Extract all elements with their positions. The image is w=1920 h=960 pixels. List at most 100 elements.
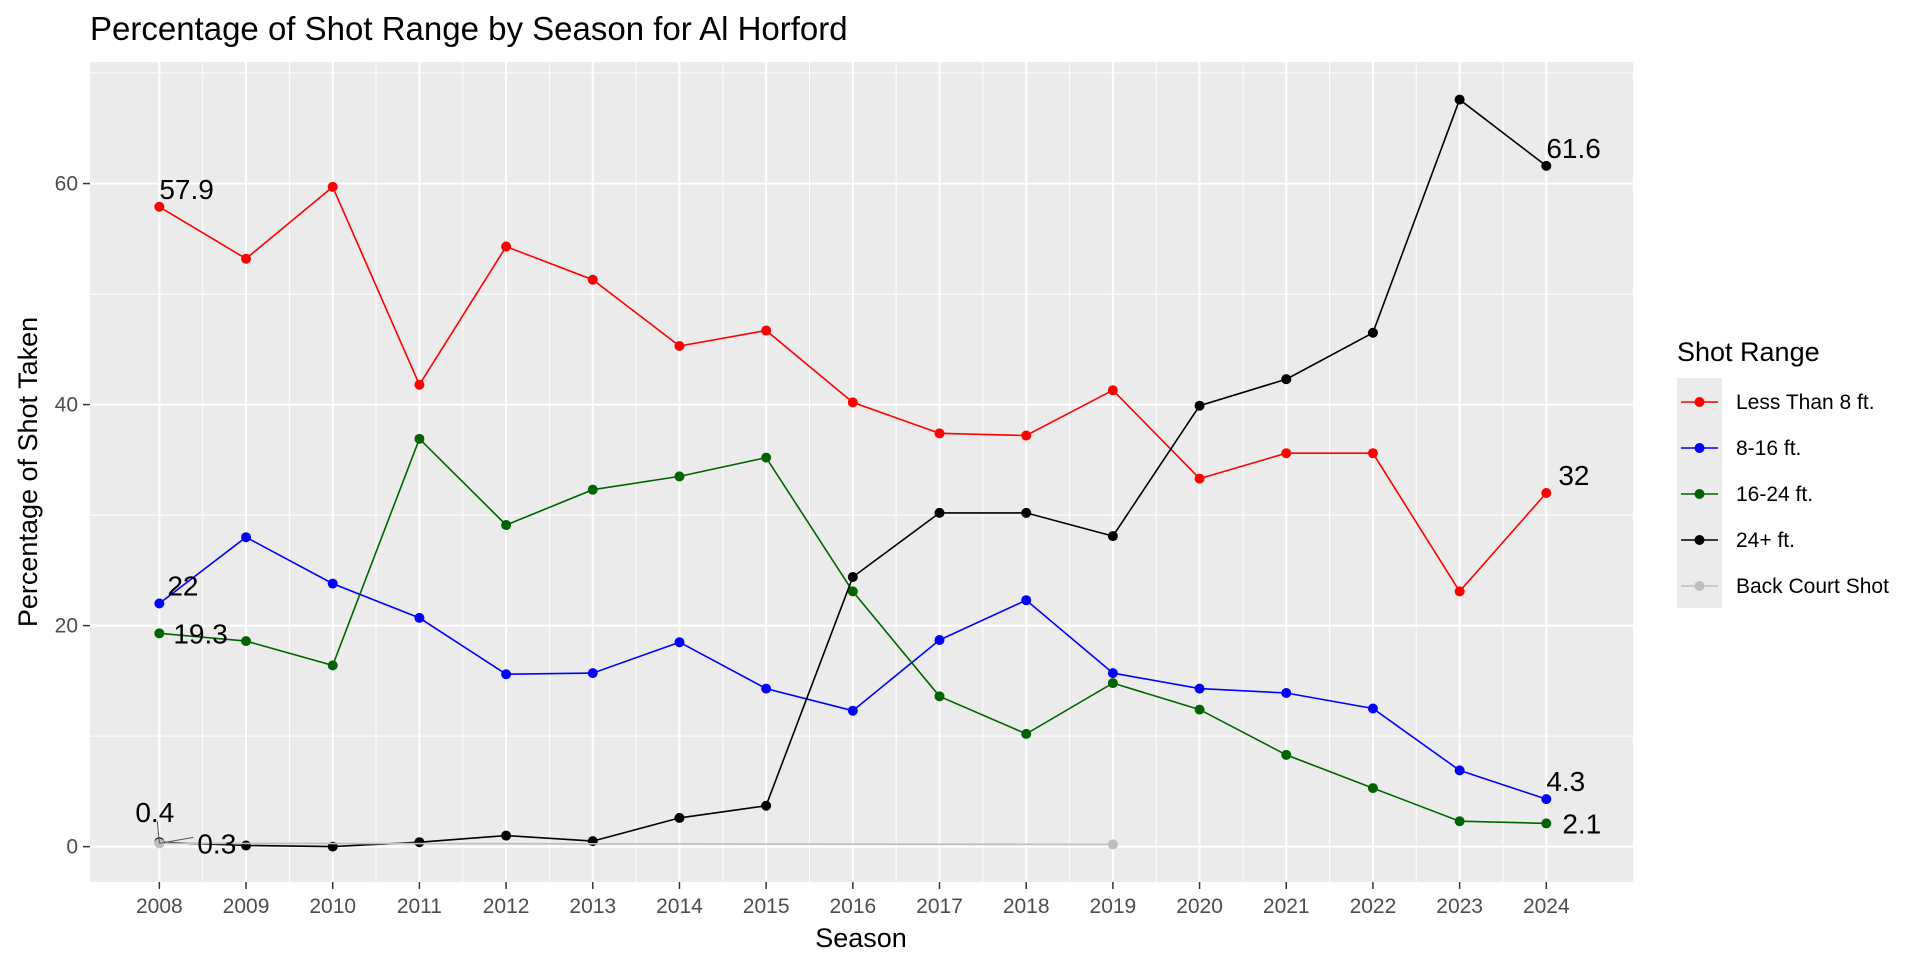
major-gridlines [90, 62, 1633, 882]
data-point-16-24-ft [587, 484, 598, 495]
legend-key-point [1694, 581, 1705, 591]
data-label: 61.6 [1546, 133, 1601, 164]
y-tick-label: 60 [55, 173, 78, 196]
data-point-8-16-ft [241, 532, 252, 543]
data-point-less-than-8-ft [501, 241, 512, 252]
label-leader-line [156, 821, 160, 844]
x-axis: 2008 2009 2010 2011 2012 2013 2014 2015 2016 2017… [136, 882, 1570, 918]
data-point-less-than-8-ft [1281, 448, 1292, 459]
data-point-24-ft [1194, 400, 1205, 411]
data-point-24-ft [1107, 531, 1118, 542]
legend-items: Less Than 8 ft. 8-16 ft. 16-24 ft. 24+ ft. B… [1681, 391, 1889, 598]
data-point-16-24-ft [414, 433, 425, 444]
data-point-24-ft [1367, 327, 1378, 338]
data-point-16-24-ft [327, 660, 338, 671]
x-tick-label: 2013 [569, 895, 616, 918]
data-point-8-16-ft [501, 669, 512, 680]
data-label: 57.9 [159, 174, 214, 205]
data-point-less-than-8-ft [241, 253, 252, 264]
data-point-8-16-ft [327, 578, 338, 589]
plot-panel [90, 62, 1633, 882]
minor-gridlines [90, 62, 1633, 882]
data-point-24-ft [761, 800, 772, 811]
legend-key-point [1694, 535, 1705, 545]
legend-title: Shot Range [1677, 337, 1820, 367]
data-point-16-24-ft [241, 636, 252, 647]
x-tick-label: 2021 [1263, 895, 1310, 918]
y-axis: 0 20 40 60 [55, 173, 90, 859]
data-point-16-24-ft [154, 628, 165, 639]
data-point-16-24-ft [501, 520, 512, 531]
x-tick-label: 2016 [829, 895, 876, 918]
x-tick-label: 2014 [656, 895, 703, 918]
data-point-8-16-ft [414, 612, 425, 623]
data-point-less-than-8-ft [1454, 586, 1465, 597]
data-point-8-16-ft [1021, 595, 1032, 606]
data-point-less-than-8-ft [327, 181, 338, 192]
data-point-8-16-ft [1367, 703, 1378, 714]
data-point-16-24-ft [847, 586, 858, 597]
x-tick-label: 2018 [1003, 895, 1050, 918]
data-point-16-24-ft [1021, 728, 1032, 739]
data-point-less-than-8-ft [934, 428, 945, 439]
data-point-8-16-ft [587, 668, 598, 679]
data-point-less-than-8-ft [1541, 487, 1552, 498]
x-tick-label: 2023 [1436, 895, 1483, 918]
data-label: 19.3 [173, 618, 228, 649]
data-point-8-16-ft [1541, 794, 1552, 805]
data-point-16-24-ft [1454, 816, 1465, 827]
legend-label-less-than-8-ft: Less Than 8 ft. [1736, 391, 1875, 414]
data-point-less-than-8-ft [847, 397, 858, 408]
x-tick-label: 2009 [223, 895, 270, 918]
data-label: 0.4 [135, 797, 174, 828]
chart-title: Percentage of Shot Range by Season for A… [90, 10, 848, 47]
data-point-8-16-ft [1194, 683, 1205, 694]
legend-key-point [1694, 397, 1705, 407]
data-point-24-ft [587, 836, 598, 847]
data-point-8-16-ft [934, 634, 945, 645]
x-tick-label: 2012 [483, 895, 530, 918]
label-leader-line [159, 836, 194, 844]
data-point-16-24-ft [761, 452, 772, 463]
data-point-16-24-ft [674, 471, 685, 482]
data-point-8-16-ft [847, 705, 858, 716]
x-tick-label: 2008 [136, 895, 183, 918]
data-point-16-24-ft [1367, 783, 1378, 794]
legend-label-24-ft: 24+ ft. [1736, 529, 1795, 552]
data-point-less-than-8-ft [414, 379, 425, 390]
x-tick-label: 2019 [1090, 895, 1137, 918]
legend-label-back-court-shot: Back Court Shot [1736, 575, 1889, 598]
data-point-less-than-8-ft [1367, 448, 1378, 459]
x-tick-label: 2024 [1523, 895, 1570, 918]
data-point-8-16-ft [1281, 688, 1292, 699]
series-line-back-court-shot [159, 842, 1113, 846]
data-point-16-24-ft [1194, 704, 1205, 715]
legend: Shot Range Less Than 8 ft. 8-16 ft. 16-24 … [1677, 337, 1889, 608]
legend-key-point [1694, 443, 1705, 453]
x-axis-title: Season [815, 923, 907, 953]
data-point-less-than-8-ft [674, 341, 685, 352]
data-point-24-ft [1541, 160, 1552, 171]
series-layer [154, 94, 1552, 852]
data-point-less-than-8-ft [1021, 430, 1032, 441]
x-tick-label: 2017 [916, 895, 963, 918]
data-point-16-24-ft [1281, 749, 1292, 760]
data-label: 2.1 [1562, 808, 1601, 839]
data-label: 4.3 [1546, 766, 1585, 797]
data-point-less-than-8-ft [1194, 473, 1205, 484]
x-tick-label: 2020 [1176, 895, 1223, 918]
y-tick-label: 20 [55, 615, 78, 638]
data-point-16-24-ft [1541, 818, 1552, 829]
data-point-24-ft [501, 830, 512, 841]
data-point-less-than-8-ft [761, 325, 772, 336]
data-point-24-ft [1454, 94, 1465, 105]
y-axis-title: Percentage of Shot Taken [13, 317, 43, 627]
x-tick-label: 2015 [743, 895, 790, 918]
legend-label-16-24-ft: 16-24 ft. [1736, 483, 1813, 506]
data-point-24-ft [414, 837, 425, 848]
data-point-24-ft [934, 507, 945, 518]
x-tick-label: 2022 [1350, 895, 1397, 918]
y-tick-label: 40 [55, 394, 78, 417]
